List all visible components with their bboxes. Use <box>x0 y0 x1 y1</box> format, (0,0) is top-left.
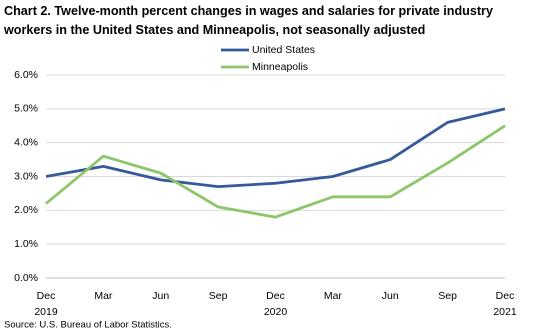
x-tick-label-line: 2020 <box>264 306 288 318</box>
x-tick-label-line: Mar <box>94 290 113 302</box>
y-tick-label: 1.0% <box>14 238 38 250</box>
x-tick-label-line: Dec <box>266 290 285 302</box>
x-tick-label: Mar <box>324 290 343 302</box>
y-tick-label: 0.0% <box>14 272 38 284</box>
series-line <box>45 124 506 219</box>
y-tick-label: 2.0% <box>14 204 38 216</box>
x-tick-label: Jun <box>382 290 399 302</box>
x-tick-label-line: Dec <box>37 290 56 302</box>
x-tick-label-line: Jun <box>382 290 399 302</box>
x-tick-label-line: 2021 <box>493 306 517 318</box>
x-tick-label: Dec 2021 <box>493 290 517 318</box>
source-note: Source: U.S. Bureau of Labor Statistics. <box>4 320 172 331</box>
x-tick-label-line: Mar <box>324 290 343 302</box>
y-tick-label: 4.0% <box>14 136 38 148</box>
x-tick-label: Mar <box>94 290 113 302</box>
legend-label: United States <box>252 44 315 56</box>
x-tick-label: Dec 2020 <box>264 290 288 318</box>
x-tick-label-line: Sep <box>438 290 457 302</box>
x-tick-label: Sep <box>209 290 228 302</box>
chart-title: Chart 2. Twelve-month percent changes in… <box>4 4 493 37</box>
x-tick-label-line: Sep <box>209 290 228 302</box>
x-tick-label: Dec 2019 <box>34 290 58 318</box>
x-tick-label-line: Jun <box>152 290 169 302</box>
x-tick-label-line: 2019 <box>34 306 58 318</box>
y-tick-label: 5.0% <box>14 103 38 115</box>
legend-label: Minneapolis <box>252 61 308 73</box>
y-tick-label: 3.0% <box>14 170 38 182</box>
x-tick-label: Sep <box>438 290 457 302</box>
x-tick-label-line: Dec <box>496 290 515 302</box>
series-line <box>45 107 506 189</box>
x-tick-label: Jun <box>152 290 169 302</box>
y-tick-label: 6.0% <box>14 69 38 81</box>
